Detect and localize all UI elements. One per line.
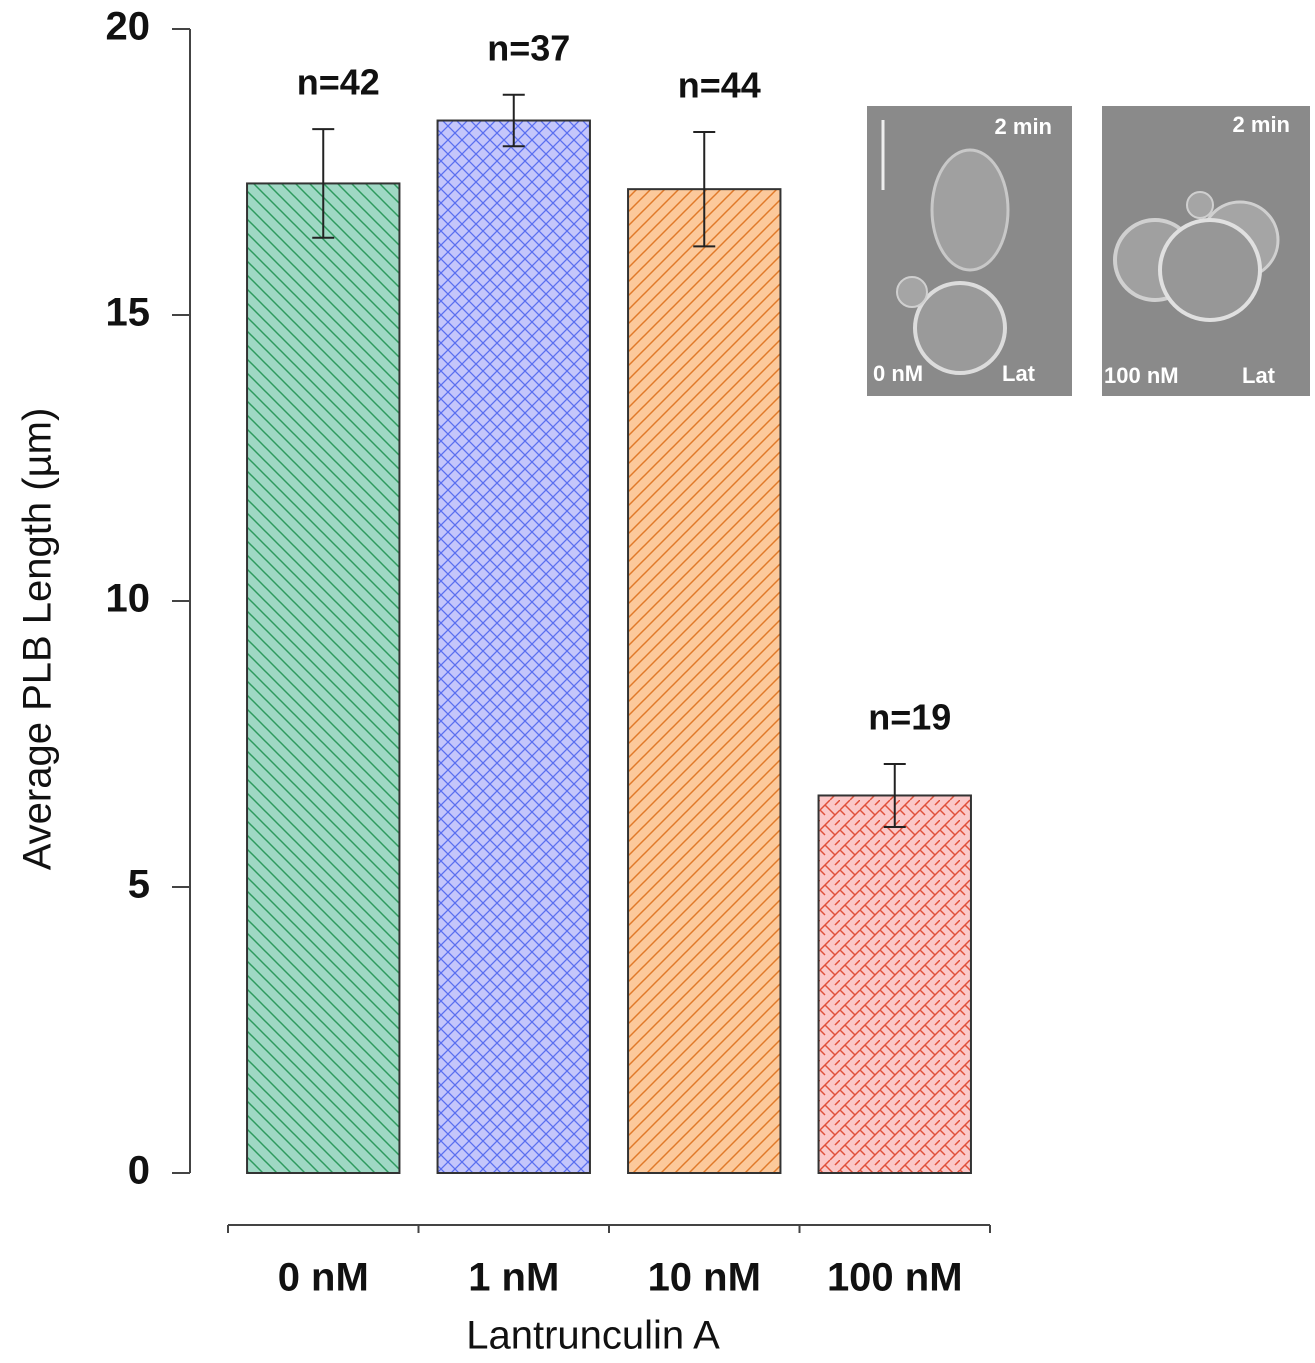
sample-size-label: n=44	[678, 64, 761, 105]
bar	[627, 188, 782, 1175]
x-axis-label: Lantrunculin A	[466, 1314, 720, 1358]
sample-size-label: n=37	[487, 27, 570, 68]
inset-time: 2 min	[1233, 112, 1290, 137]
y-tick-label: 20	[106, 5, 151, 49]
sample-size-label: n=19	[868, 697, 951, 738]
x-tick-label: 100 nM	[827, 1256, 963, 1300]
error-bar	[693, 130, 716, 248]
inset-time: 2 min	[995, 114, 1052, 139]
inset-drug: Lat	[1002, 361, 1036, 386]
x-tick-label: 0 nM	[278, 1256, 369, 1300]
bar	[817, 794, 972, 1174]
bar	[436, 119, 591, 1174]
y-tick-label: 10	[106, 577, 151, 621]
y-tick-label: 15	[106, 291, 151, 335]
x-tick-label: 10 nM	[648, 1256, 761, 1300]
inset-dose: 100 nM	[1104, 363, 1179, 388]
bar	[246, 182, 401, 1174]
y-axis-label: Average PLB Length (µm)	[16, 408, 60, 871]
y-tick-label: 5	[128, 863, 150, 907]
error-bar	[502, 93, 525, 148]
error-bar	[312, 128, 335, 239]
inset-drug: Lat	[1242, 363, 1276, 388]
inset-dose: 0 nM	[873, 361, 923, 386]
sample-size-label: n=42	[297, 62, 380, 103]
y-tick-label: 0	[128, 1149, 150, 1193]
error-bar	[883, 763, 906, 828]
inset-image	[867, 106, 1310, 396]
x-tick-label: 1 nM	[468, 1256, 559, 1300]
